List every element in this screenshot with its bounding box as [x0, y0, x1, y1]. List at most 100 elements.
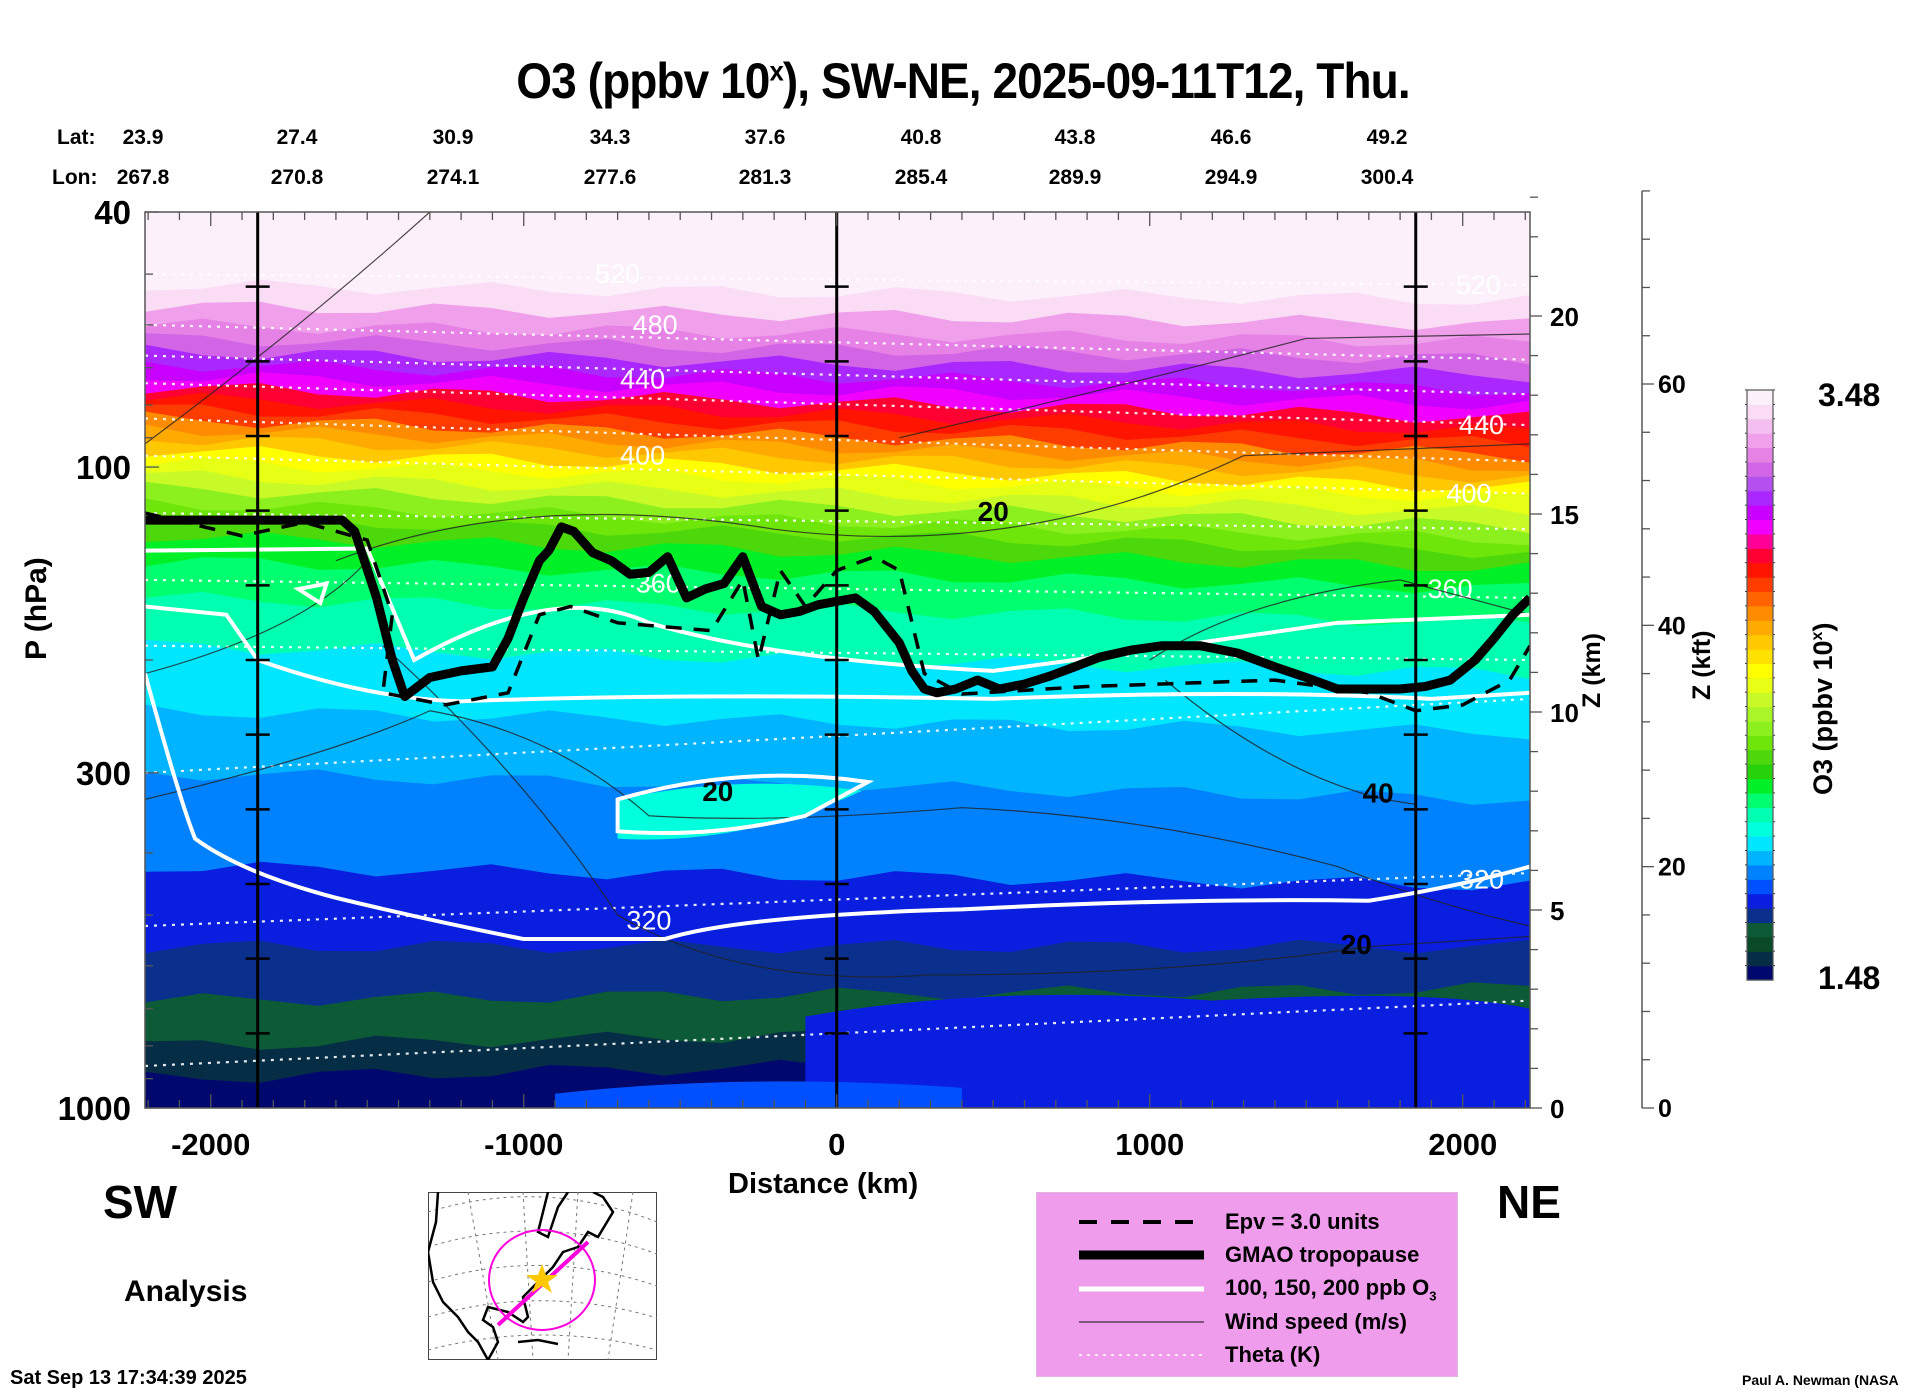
zkm-tick-label: 15: [1550, 500, 1579, 530]
colorbar: [1745, 389, 1775, 981]
title-main: O3 (ppbv 10: [516, 53, 770, 109]
analysis-label: Analysis: [124, 1275, 248, 1308]
wind-contour: [145, 560, 368, 675]
lat-value: 34.3: [589, 126, 631, 149]
z-kft-axis-title: Z (kft): [1688, 630, 1716, 700]
theta-label: 400: [1446, 479, 1491, 509]
theta-contour: [145, 273, 1530, 287]
timestamp: Sat Sep 13 17:34:39 2025: [10, 1367, 247, 1389]
sw-label: SW: [103, 1176, 178, 1228]
theta-contour: [145, 354, 1530, 396]
colorbar-swatch: [1747, 447, 1773, 463]
colorbar-swatch: [1747, 649, 1773, 665]
zkft-tick-label: 60: [1658, 371, 1686, 399]
colorbar-swatch: [1747, 591, 1773, 607]
colorbar-swatch: [1747, 634, 1773, 650]
theta-label: 440: [1459, 410, 1504, 440]
colorbar-title-main: O3 (ppbv 10: [1808, 640, 1838, 795]
wind-label: 20: [978, 496, 1009, 527]
colorbar-swatch: [1747, 764, 1773, 780]
colorbar-swatch: [1747, 677, 1773, 693]
thin-line-icon: [1079, 1321, 1204, 1323]
y-axis-title: P (hPa): [20, 557, 53, 660]
colorbar-max-label: 3.48: [1818, 377, 1881, 413]
colorbar-swatch: [1747, 490, 1773, 506]
title-superscript: x: [769, 55, 783, 87]
inset-map: [428, 1192, 657, 1360]
theta-label: 400: [620, 441, 665, 471]
lat-value: 40.8: [900, 126, 942, 149]
ozone-low-region: [555, 1081, 962, 1108]
zkm-tick-label: 5: [1550, 896, 1564, 926]
theta-contour: [145, 454, 1530, 495]
ozone-low-region: [805, 994, 1530, 1108]
colorbar-swatch: [1747, 864, 1773, 880]
lat-value: 43.8: [1054, 126, 1096, 149]
colorbar-swatch: [1747, 965, 1773, 981]
lon-value: 281.3: [738, 166, 792, 189]
theta-contour: [145, 323, 1530, 361]
white-line-icon: [1079, 1286, 1204, 1292]
wind-label: 20: [1341, 929, 1372, 960]
colorbar-swatch: [1747, 735, 1773, 751]
lon-value: 285.4: [894, 166, 948, 189]
colorbar-swatch: [1747, 692, 1773, 708]
thick-line-icon: [1079, 1250, 1204, 1260]
colorbar-swatch: [1747, 433, 1773, 449]
legend-label-sub: 3: [1429, 1288, 1437, 1304]
lon-value: 277.6: [583, 166, 637, 189]
theta-contour: [145, 512, 1530, 531]
legend-label: Theta (K): [1225, 1342, 1321, 1367]
colorbar-swatch: [1747, 951, 1773, 967]
chart-title: O3 (ppbv 10x), SW-NE, 2025-09-11T12, Thu…: [77, 52, 1849, 110]
colorbar-swatch: [1747, 807, 1773, 823]
colorbar-swatch: [1747, 663, 1773, 679]
lon-row-label: Lon:: [52, 166, 98, 189]
dotted-line-icon: [1079, 1354, 1204, 1356]
map-center-star-icon: [526, 1264, 558, 1293]
zkft-tick-label: 40: [1658, 612, 1686, 640]
colorbar-swatch: [1747, 922, 1773, 938]
credit: Paul A. Newman (NASA: [1742, 1372, 1899, 1388]
colorbar-swatch: [1747, 850, 1773, 866]
colorbar-title-sup: x: [1809, 631, 1826, 641]
x-tick-label: 1000: [1115, 1127, 1184, 1162]
ozone-cyan-pocket: [617, 783, 862, 840]
theta-contour: [145, 382, 1530, 427]
colorbar-frame: [1746, 389, 1774, 981]
theta-contour: [145, 578, 1530, 599]
colorbar-swatch: [1747, 519, 1773, 535]
colorbar-swatch: [1747, 533, 1773, 549]
lat-row-label: Lat:: [57, 126, 96, 149]
x-tick-label: -2000: [171, 1127, 250, 1162]
theta-label: 480: [633, 310, 678, 340]
zkft-tick-label: 0: [1658, 1095, 1672, 1123]
lat-value: 37.6: [744, 126, 786, 149]
colorbar-swatch: [1747, 893, 1773, 909]
map-range-circle: [488, 1229, 596, 1331]
colorbar-swatch: [1747, 562, 1773, 578]
colorbar-swatch: [1747, 476, 1773, 492]
lat-value: 49.2: [1366, 126, 1408, 149]
colorbar-swatch: [1747, 720, 1773, 736]
colorbar-swatch: [1747, 404, 1773, 420]
x-tick-label: -1000: [484, 1127, 563, 1162]
colorbar-swatch: [1747, 778, 1773, 794]
lon-value: 294.9: [1204, 166, 1258, 189]
colorbar-swatch: [1747, 605, 1773, 621]
theta-label: 520: [1456, 270, 1501, 300]
zkm-tick-label: 0: [1550, 1094, 1564, 1124]
theta-label: 520: [595, 259, 640, 289]
legend-label-text: 100, 150, 200 ppb O: [1225, 1274, 1430, 1300]
colorbar-swatch: [1747, 792, 1773, 808]
zkm-tick-label: 10: [1550, 698, 1579, 728]
axes: -2000 -1000 0 1000 2000 40 100 300 1000 0 5 10 15 20 0…: [58, 190, 1686, 1162]
ozone-contour: [145, 673, 1530, 942]
colorbar-swatch: [1747, 749, 1773, 765]
colorbar-swatch: [1747, 706, 1773, 722]
theta-label: 440: [620, 364, 665, 394]
colorbar-swatch: [1747, 821, 1773, 837]
colorbar-swatch: [1747, 390, 1773, 405]
colorbar-swatch: [1747, 908, 1773, 924]
